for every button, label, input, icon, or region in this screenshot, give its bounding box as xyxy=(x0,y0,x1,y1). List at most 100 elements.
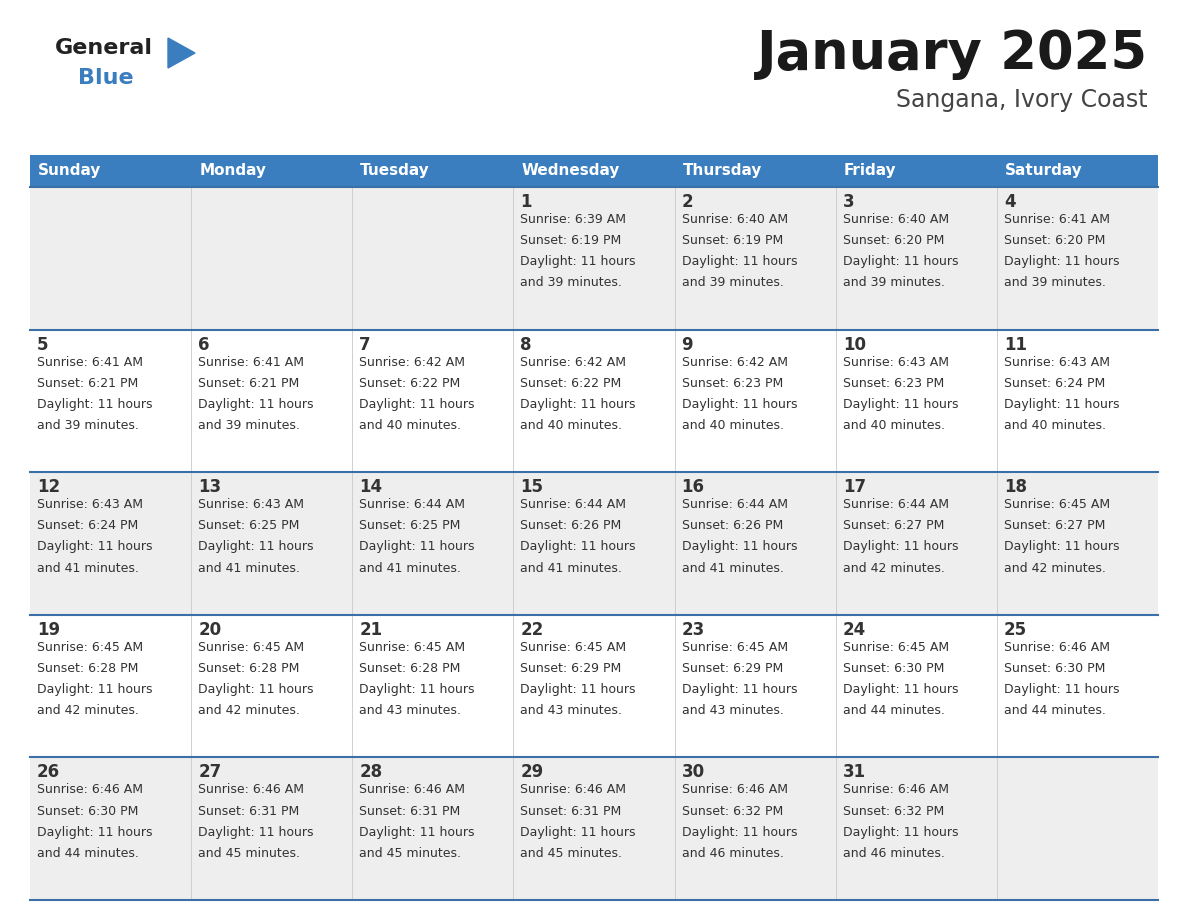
Text: Daylight: 11 hours: Daylight: 11 hours xyxy=(37,397,152,411)
Text: Daylight: 11 hours: Daylight: 11 hours xyxy=(842,255,959,268)
Text: 3: 3 xyxy=(842,193,854,211)
Text: and 44 minutes.: and 44 minutes. xyxy=(842,704,944,717)
Bar xyxy=(191,155,353,187)
Text: and 43 minutes.: and 43 minutes. xyxy=(682,704,783,717)
Bar xyxy=(30,757,1158,900)
Text: and 45 minutes.: and 45 minutes. xyxy=(520,846,623,860)
Text: Sunrise: 6:43 AM: Sunrise: 6:43 AM xyxy=(1004,355,1110,369)
Text: Sunrise: 6:44 AM: Sunrise: 6:44 AM xyxy=(520,498,626,511)
Text: 1: 1 xyxy=(520,193,532,211)
Text: and 40 minutes.: and 40 minutes. xyxy=(1004,419,1106,431)
Text: and 40 minutes.: and 40 minutes. xyxy=(359,419,461,431)
Text: 7: 7 xyxy=(359,336,371,353)
Text: 28: 28 xyxy=(359,764,383,781)
Text: and 39 minutes.: and 39 minutes. xyxy=(1004,276,1106,289)
Text: Daylight: 11 hours: Daylight: 11 hours xyxy=(359,397,475,411)
Text: Daylight: 11 hours: Daylight: 11 hours xyxy=(1004,255,1119,268)
Text: Daylight: 11 hours: Daylight: 11 hours xyxy=(359,683,475,696)
Text: Sunrise: 6:45 AM: Sunrise: 6:45 AM xyxy=(37,641,143,654)
Text: Tuesday: Tuesday xyxy=(360,163,430,178)
Bar xyxy=(513,155,675,187)
Text: Daylight: 11 hours: Daylight: 11 hours xyxy=(842,541,959,554)
Text: and 43 minutes.: and 43 minutes. xyxy=(359,704,461,717)
Text: 30: 30 xyxy=(682,764,704,781)
Text: Sunrise: 6:46 AM: Sunrise: 6:46 AM xyxy=(842,783,949,797)
Text: Sunset: 6:21 PM: Sunset: 6:21 PM xyxy=(37,376,138,390)
Text: Sunset: 6:19 PM: Sunset: 6:19 PM xyxy=(520,234,621,247)
Text: Sunrise: 6:40 AM: Sunrise: 6:40 AM xyxy=(842,213,949,226)
Text: Sunrise: 6:46 AM: Sunrise: 6:46 AM xyxy=(198,783,304,797)
Text: Daylight: 11 hours: Daylight: 11 hours xyxy=(682,683,797,696)
Text: Daylight: 11 hours: Daylight: 11 hours xyxy=(198,397,314,411)
Text: Sunrise: 6:39 AM: Sunrise: 6:39 AM xyxy=(520,213,626,226)
Text: Sunrise: 6:46 AM: Sunrise: 6:46 AM xyxy=(682,783,788,797)
Text: 9: 9 xyxy=(682,336,693,353)
Text: Daylight: 11 hours: Daylight: 11 hours xyxy=(37,825,152,839)
Text: Sangana, Ivory Coast: Sangana, Ivory Coast xyxy=(897,88,1148,112)
Text: Daylight: 11 hours: Daylight: 11 hours xyxy=(682,255,797,268)
Text: and 42 minutes.: and 42 minutes. xyxy=(842,562,944,575)
Text: Saturday: Saturday xyxy=(1005,163,1082,178)
Text: Daylight: 11 hours: Daylight: 11 hours xyxy=(198,825,314,839)
Text: 26: 26 xyxy=(37,764,61,781)
Text: and 41 minutes.: and 41 minutes. xyxy=(359,562,461,575)
Text: Sunset: 6:31 PM: Sunset: 6:31 PM xyxy=(359,804,461,818)
Text: 10: 10 xyxy=(842,336,866,353)
Text: and 40 minutes.: and 40 minutes. xyxy=(520,419,623,431)
Text: 23: 23 xyxy=(682,621,704,639)
Bar xyxy=(30,472,1158,615)
Text: Sunset: 6:29 PM: Sunset: 6:29 PM xyxy=(682,662,783,675)
Text: Sunset: 6:22 PM: Sunset: 6:22 PM xyxy=(359,376,461,390)
Text: and 42 minutes.: and 42 minutes. xyxy=(198,704,301,717)
Text: Monday: Monday xyxy=(200,163,266,178)
Text: and 45 minutes.: and 45 minutes. xyxy=(198,846,301,860)
Text: Sunset: 6:29 PM: Sunset: 6:29 PM xyxy=(520,662,621,675)
Text: 24: 24 xyxy=(842,621,866,639)
Text: Sunset: 6:30 PM: Sunset: 6:30 PM xyxy=(842,662,944,675)
Text: Sunrise: 6:41 AM: Sunrise: 6:41 AM xyxy=(1004,213,1110,226)
Text: 4: 4 xyxy=(1004,193,1016,211)
Text: Daylight: 11 hours: Daylight: 11 hours xyxy=(198,541,314,554)
Text: 25: 25 xyxy=(1004,621,1026,639)
Text: Sunset: 6:27 PM: Sunset: 6:27 PM xyxy=(1004,520,1105,532)
Text: Daylight: 11 hours: Daylight: 11 hours xyxy=(1004,683,1119,696)
Text: Sunset: 6:28 PM: Sunset: 6:28 PM xyxy=(37,662,138,675)
Text: Sunrise: 6:43 AM: Sunrise: 6:43 AM xyxy=(37,498,143,511)
Text: 15: 15 xyxy=(520,478,543,497)
Text: 31: 31 xyxy=(842,764,866,781)
Text: and 41 minutes.: and 41 minutes. xyxy=(520,562,623,575)
Text: Sunrise: 6:45 AM: Sunrise: 6:45 AM xyxy=(682,641,788,654)
Text: and 44 minutes.: and 44 minutes. xyxy=(1004,704,1106,717)
Text: Sunrise: 6:44 AM: Sunrise: 6:44 AM xyxy=(682,498,788,511)
Text: 20: 20 xyxy=(198,621,221,639)
Text: and 41 minutes.: and 41 minutes. xyxy=(682,562,783,575)
Text: Sunrise: 6:42 AM: Sunrise: 6:42 AM xyxy=(359,355,466,369)
Text: Daylight: 11 hours: Daylight: 11 hours xyxy=(682,397,797,411)
Text: Sunset: 6:28 PM: Sunset: 6:28 PM xyxy=(198,662,299,675)
Text: Sunday: Sunday xyxy=(38,163,101,178)
Bar xyxy=(30,330,1158,472)
Text: Sunrise: 6:43 AM: Sunrise: 6:43 AM xyxy=(842,355,949,369)
Text: and 45 minutes.: and 45 minutes. xyxy=(359,846,461,860)
Text: and 44 minutes.: and 44 minutes. xyxy=(37,846,139,860)
Text: January 2025: January 2025 xyxy=(757,28,1148,80)
Text: 19: 19 xyxy=(37,621,61,639)
Text: 18: 18 xyxy=(1004,478,1026,497)
Bar xyxy=(353,155,513,187)
Text: and 40 minutes.: and 40 minutes. xyxy=(682,419,784,431)
Text: Sunset: 6:22 PM: Sunset: 6:22 PM xyxy=(520,376,621,390)
Text: Sunset: 6:26 PM: Sunset: 6:26 PM xyxy=(520,520,621,532)
Text: Sunrise: 6:42 AM: Sunrise: 6:42 AM xyxy=(520,355,626,369)
Text: Sunrise: 6:44 AM: Sunrise: 6:44 AM xyxy=(359,498,466,511)
Text: Daylight: 11 hours: Daylight: 11 hours xyxy=(520,541,636,554)
Text: 22: 22 xyxy=(520,621,544,639)
Text: Sunrise: 6:45 AM: Sunrise: 6:45 AM xyxy=(359,641,466,654)
Bar xyxy=(835,155,997,187)
Text: Daylight: 11 hours: Daylight: 11 hours xyxy=(1004,541,1119,554)
Text: 2: 2 xyxy=(682,193,693,211)
Text: Sunset: 6:30 PM: Sunset: 6:30 PM xyxy=(1004,662,1105,675)
Text: 27: 27 xyxy=(198,764,221,781)
Text: Daylight: 11 hours: Daylight: 11 hours xyxy=(359,825,475,839)
Text: Sunrise: 6:45 AM: Sunrise: 6:45 AM xyxy=(842,641,949,654)
Bar xyxy=(30,187,1158,330)
